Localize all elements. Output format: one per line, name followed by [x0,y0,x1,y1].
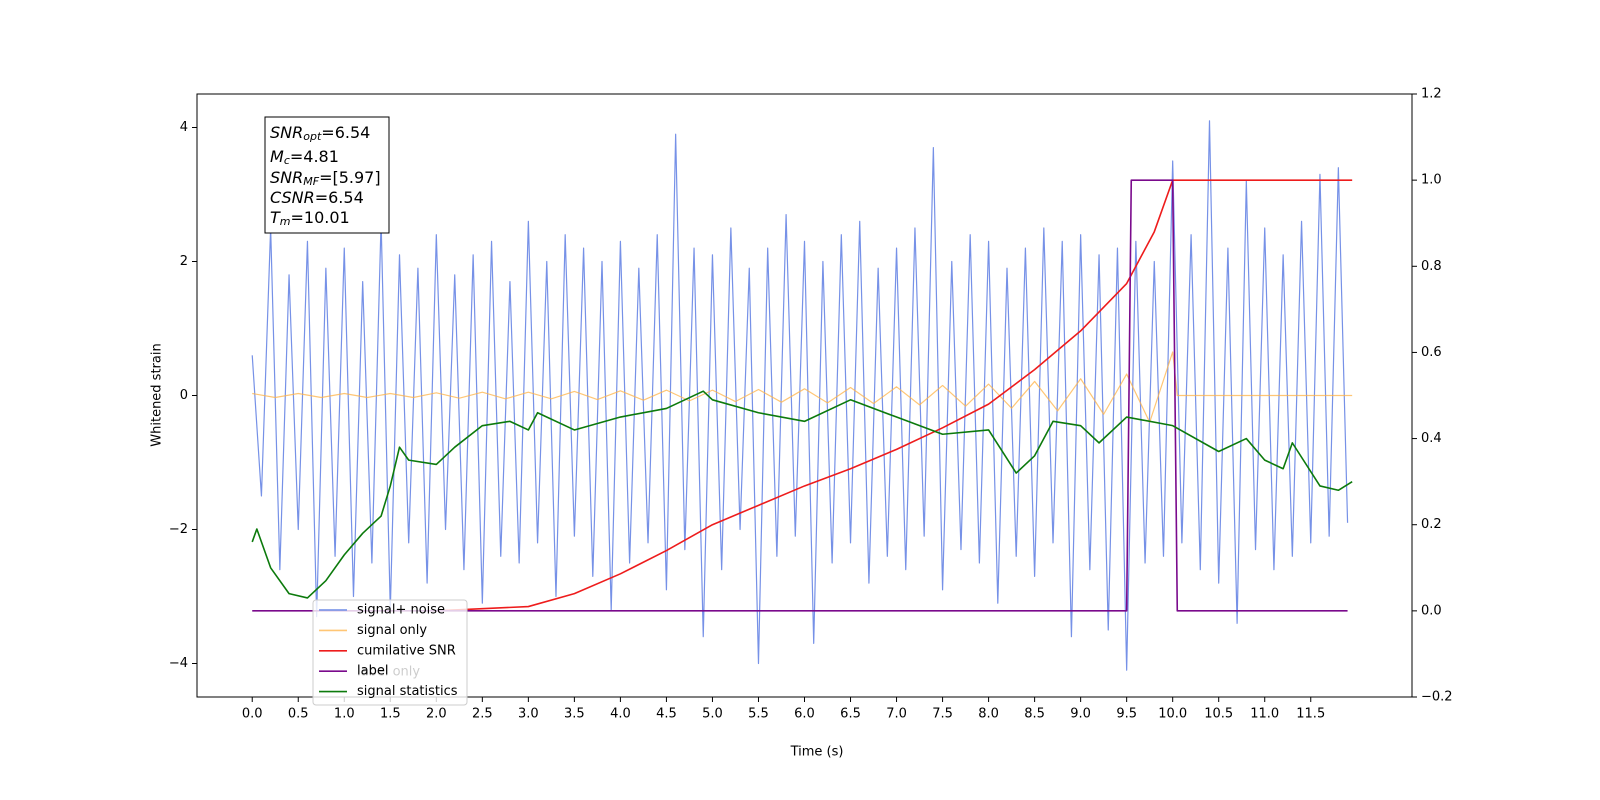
x-tick-label: 9.5 [1116,707,1137,722]
x-tick-label: 7.0 [886,707,907,722]
legend-label: signal statistics [357,684,458,699]
annotation-base: M [270,147,284,166]
series-line [252,179,1348,612]
series-line [251,120,1349,671]
annotation-line: CSNR=6.54 [270,188,364,207]
annotation-base: SNR [270,168,303,187]
x-tick-label: 1.5 [380,707,401,722]
x-tick-label: 1.0 [334,707,355,722]
legend-box [312,599,468,706]
x-tick-label: 5.5 [748,707,769,722]
annotation-sub: c [284,154,290,167]
annotation-line: SNRMF=[5.97] [270,168,381,189]
x-tick-label: 8.0 [978,707,999,722]
series-line [252,351,1353,423]
y-axis-label: Whitened strain [150,343,165,446]
x-tick-label: 3.0 [518,707,539,722]
plot-frame [196,93,1413,698]
y2-tick-label: 0.4 [1421,431,1442,446]
annotation-line: Tm=10.01 [270,208,350,229]
x-tick-label: 10.0 [1158,707,1187,722]
x-axis-label: Time (s) [790,745,844,760]
plot-lines [251,120,1353,671]
x-tick-label: 10.5 [1204,707,1233,722]
annotation-sub: m [280,215,291,228]
annotation-base: SNR [270,123,303,142]
y2-tick-label: 1.0 [1421,173,1442,188]
x-tick-label: 4.5 [656,707,677,722]
annotation-rest: =6.54 [321,123,370,142]
y-tick-label: 2 [180,254,188,269]
annotation-line: Mc=4.81 [270,147,339,168]
x-tick-label: 0.5 [288,707,309,722]
y-tick-label: 4 [180,120,188,135]
y-tick-label: −2 [169,522,188,537]
annotation-base: CSNR [270,188,315,207]
y2-tick-label: 0.0 [1421,603,1442,618]
x-tick-label: 6.0 [794,707,815,722]
x-tick-label: 2.0 [426,707,447,722]
x-tick-label: 8.5 [1024,707,1045,722]
y2-tick-label: 0.8 [1421,259,1442,274]
x-tick-label: 9.0 [1070,707,1091,722]
legend-label: signal only [357,623,427,638]
x-tick-label: 11.5 [1296,707,1325,722]
y-tick-label: 0 [180,388,188,403]
annotation-base: T [270,208,281,227]
x-tick-label: 2.5 [472,707,493,722]
legend-label: signal+ noise [357,603,445,618]
y2-tick-label: −0.2 [1421,690,1453,705]
x-tick-label: 4.0 [610,707,631,722]
x-tick-label: 11.0 [1250,707,1279,722]
x-tick-label: 6.5 [840,707,861,722]
annotation-rest: =4.81 [290,147,339,166]
x-tick-label: 7.5 [932,707,953,722]
series-line [436,179,1353,612]
annotation-sub: opt [303,130,322,143]
x-tick-label: 0.0 [242,707,263,722]
x-tick-label: 5.0 [702,707,723,722]
y2-tick-label: 0.2 [1421,517,1442,532]
annotation-rest: =6.54 [315,188,364,207]
annotation-sub: MF [303,175,319,188]
legend-label: label [357,664,388,679]
y2-tick-label: 0.6 [1421,345,1442,360]
legend-label: cumilative SNR [357,643,456,658]
annotation-line: SNRopt=6.54 [270,123,370,144]
x-tick-label: 3.5 [564,707,585,722]
annotation-rest: =10.01 [291,208,350,227]
y-tick-label: −4 [169,656,188,671]
annotation-box [264,116,390,234]
annotation-rest: =[5.97] [319,168,381,187]
y2-tick-label: 1.2 [1421,87,1442,102]
series-line [251,390,1353,599]
